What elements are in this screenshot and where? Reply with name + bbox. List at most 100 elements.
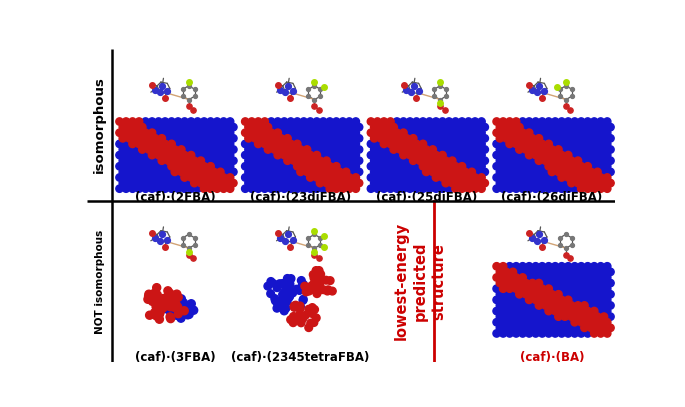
Circle shape: [309, 284, 317, 292]
Circle shape: [499, 129, 507, 136]
Circle shape: [181, 140, 188, 148]
Circle shape: [123, 151, 129, 159]
Circle shape: [323, 179, 330, 187]
Circle shape: [166, 302, 175, 311]
Circle shape: [294, 162, 301, 170]
Circle shape: [287, 151, 295, 159]
Circle shape: [516, 157, 523, 164]
Circle shape: [584, 151, 591, 159]
Circle shape: [416, 168, 423, 175]
Circle shape: [532, 151, 539, 159]
Circle shape: [390, 179, 397, 187]
Circle shape: [600, 268, 608, 276]
Circle shape: [187, 300, 195, 308]
Circle shape: [597, 151, 604, 159]
Circle shape: [551, 274, 559, 281]
Circle shape: [387, 129, 394, 136]
Circle shape: [164, 135, 172, 142]
Circle shape: [584, 140, 591, 148]
Circle shape: [390, 123, 397, 131]
Circle shape: [267, 278, 275, 285]
Circle shape: [522, 291, 530, 298]
Circle shape: [603, 307, 611, 315]
Circle shape: [465, 174, 472, 181]
Circle shape: [571, 185, 578, 193]
Circle shape: [584, 274, 591, 281]
Circle shape: [284, 146, 291, 153]
Circle shape: [594, 179, 601, 187]
Circle shape: [600, 279, 608, 287]
Circle shape: [284, 282, 292, 290]
Circle shape: [229, 135, 237, 142]
Circle shape: [280, 289, 288, 296]
Circle shape: [555, 313, 562, 320]
Circle shape: [166, 303, 174, 311]
Circle shape: [214, 185, 221, 193]
Circle shape: [184, 123, 192, 131]
Circle shape: [577, 263, 585, 270]
Circle shape: [551, 285, 559, 292]
Circle shape: [529, 268, 536, 276]
Circle shape: [312, 314, 320, 322]
Circle shape: [207, 185, 214, 193]
Circle shape: [529, 313, 536, 320]
Circle shape: [600, 324, 608, 332]
Circle shape: [164, 157, 172, 164]
Circle shape: [242, 140, 249, 148]
Circle shape: [499, 330, 507, 337]
Circle shape: [535, 157, 543, 164]
Circle shape: [367, 140, 375, 148]
Circle shape: [136, 129, 142, 136]
Text: (caf)·(3FBA): (caf)·(3FBA): [134, 351, 215, 364]
Circle shape: [316, 135, 324, 142]
Circle shape: [525, 174, 533, 181]
Circle shape: [445, 174, 453, 181]
Circle shape: [138, 123, 146, 131]
Circle shape: [581, 179, 588, 187]
Circle shape: [371, 168, 378, 175]
Circle shape: [568, 324, 575, 332]
Circle shape: [380, 140, 388, 148]
Circle shape: [303, 179, 311, 187]
Circle shape: [274, 174, 282, 181]
Circle shape: [284, 179, 291, 187]
Circle shape: [168, 174, 175, 181]
Circle shape: [352, 129, 360, 136]
Circle shape: [597, 319, 604, 326]
Circle shape: [406, 140, 414, 148]
Circle shape: [512, 263, 520, 270]
Circle shape: [168, 185, 175, 193]
Circle shape: [159, 302, 167, 311]
Circle shape: [516, 291, 523, 298]
Circle shape: [561, 302, 569, 309]
Circle shape: [475, 135, 482, 142]
Circle shape: [577, 285, 585, 292]
Circle shape: [242, 151, 249, 159]
Circle shape: [535, 291, 543, 298]
Circle shape: [329, 123, 337, 131]
Circle shape: [496, 324, 503, 332]
Circle shape: [535, 135, 543, 142]
Circle shape: [305, 324, 312, 331]
Circle shape: [207, 151, 214, 159]
Circle shape: [309, 285, 317, 293]
Circle shape: [587, 146, 595, 153]
Circle shape: [545, 140, 552, 148]
Circle shape: [558, 185, 565, 193]
Circle shape: [471, 151, 479, 159]
Circle shape: [123, 140, 129, 148]
Circle shape: [390, 135, 397, 142]
Circle shape: [227, 174, 234, 181]
Circle shape: [468, 123, 475, 131]
Circle shape: [532, 307, 539, 315]
Circle shape: [184, 135, 192, 142]
Circle shape: [245, 146, 252, 153]
Circle shape: [503, 146, 510, 153]
Circle shape: [284, 123, 291, 131]
Circle shape: [475, 168, 482, 175]
Circle shape: [499, 274, 507, 281]
Circle shape: [164, 123, 172, 131]
Circle shape: [436, 157, 443, 164]
Circle shape: [179, 309, 186, 317]
Circle shape: [352, 162, 360, 170]
